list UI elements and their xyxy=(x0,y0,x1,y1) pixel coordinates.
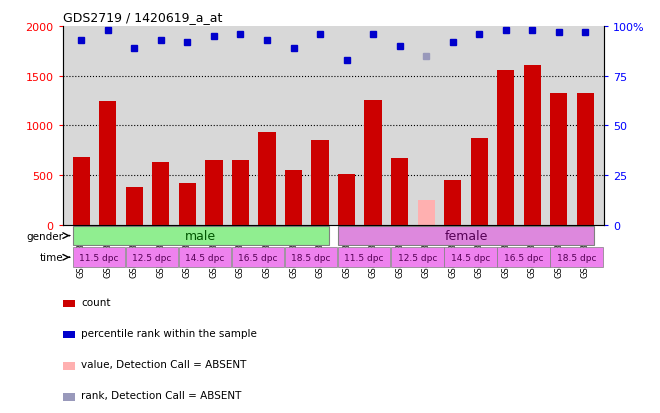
Text: 11.5 dpc: 11.5 dpc xyxy=(79,253,119,262)
Bar xyxy=(232,248,284,267)
Bar xyxy=(497,248,550,267)
Bar xyxy=(73,248,125,267)
Bar xyxy=(338,248,391,267)
Text: percentile rank within the sample: percentile rank within the sample xyxy=(81,328,257,338)
Text: female: female xyxy=(444,230,488,242)
Text: 16.5 dpc: 16.5 dpc xyxy=(504,253,543,262)
Text: count: count xyxy=(81,297,111,307)
Text: male: male xyxy=(185,230,216,242)
Bar xyxy=(258,133,276,225)
Text: value, Detection Call = ABSENT: value, Detection Call = ABSENT xyxy=(81,359,247,369)
Bar xyxy=(179,248,231,267)
Bar xyxy=(179,184,196,225)
Text: 18.5 dpc: 18.5 dpc xyxy=(292,253,331,262)
Bar xyxy=(444,248,496,267)
Text: time: time xyxy=(40,253,63,263)
Bar xyxy=(232,160,249,225)
Bar xyxy=(364,101,381,225)
Text: 11.5 dpc: 11.5 dpc xyxy=(345,253,384,262)
Text: 14.5 dpc: 14.5 dpc xyxy=(185,253,224,262)
Bar xyxy=(523,66,541,225)
Bar xyxy=(99,102,116,225)
Bar xyxy=(471,139,488,225)
Bar xyxy=(125,188,143,225)
Bar xyxy=(73,158,90,225)
Bar xyxy=(152,163,170,225)
Bar xyxy=(550,248,603,267)
Bar xyxy=(338,175,355,225)
Text: rank, Detection Call = ABSENT: rank, Detection Call = ABSENT xyxy=(81,390,242,400)
Bar xyxy=(125,248,178,267)
Text: 16.5 dpc: 16.5 dpc xyxy=(238,253,278,262)
Text: 12.5 dpc: 12.5 dpc xyxy=(397,253,437,262)
Bar xyxy=(391,248,444,267)
Bar xyxy=(497,71,514,225)
Text: 12.5 dpc: 12.5 dpc xyxy=(132,253,172,262)
Text: 14.5 dpc: 14.5 dpc xyxy=(451,253,490,262)
Text: 18.5 dpc: 18.5 dpc xyxy=(556,253,596,262)
Text: gender: gender xyxy=(26,231,63,241)
Bar xyxy=(205,160,222,225)
Bar xyxy=(577,93,594,225)
Bar xyxy=(285,248,337,267)
Text: GDS2719 / 1420619_a_at: GDS2719 / 1420619_a_at xyxy=(63,11,222,24)
Bar xyxy=(73,226,329,246)
Bar xyxy=(550,93,568,225)
Bar xyxy=(312,141,329,225)
Bar xyxy=(418,201,435,225)
Bar xyxy=(391,159,409,225)
Bar xyxy=(285,170,302,225)
Bar xyxy=(338,226,594,246)
Bar xyxy=(444,180,461,225)
